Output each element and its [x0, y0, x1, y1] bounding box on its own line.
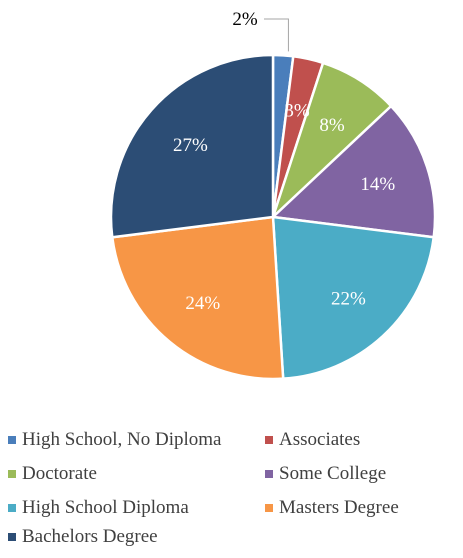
- legend-label: Associates: [279, 429, 361, 450]
- legend-item-high-school-diploma: High School Diploma: [8, 497, 189, 519]
- leader-lines: [264, 18, 289, 52]
- data-label-doctorate: 8%: [319, 115, 345, 136]
- legend-item-some-college: Some College: [265, 463, 386, 485]
- legend-swatch: [265, 436, 273, 444]
- legend-swatch: [8, 470, 16, 478]
- pie-slice-some-college: [271, 104, 437, 239]
- data-labels: 2% 3% 8% 14% 22% 24% 27%: [173, 9, 395, 314]
- pie-slice-masters-degree: [111, 215, 285, 381]
- pie-slices: [109, 53, 437, 381]
- data-label-associates: 3%: [284, 101, 310, 122]
- legend-label: Masters Degree: [279, 497, 399, 518]
- legend-swatch: [265, 504, 273, 512]
- pie-slice-high-school-diploma: [271, 215, 435, 380]
- legend-label: High School, No Diploma: [22, 429, 222, 450]
- legend-label: Some College: [279, 463, 387, 484]
- legend-swatch: [8, 504, 16, 512]
- legend-label: Bachelors Degree: [22, 526, 158, 547]
- data-label-some-college: 14%: [360, 174, 395, 195]
- legend-label: Doctorate: [22, 463, 97, 484]
- data-label-bachelors-degree: 27%: [173, 135, 208, 156]
- legend-item-associates: Associates: [265, 429, 360, 451]
- legend-item-doctorate: Doctorate: [8, 463, 97, 485]
- leader-line-high-school-no-diploma: [264, 18, 289, 52]
- data-label-high-school-diploma: 22%: [331, 288, 366, 309]
- legend-swatch: [8, 533, 16, 541]
- pie-slice-bachelors-degree: [109, 53, 275, 239]
- legend-item-bachelors-degree: Bachelors Degree: [8, 526, 158, 548]
- legend-swatch: [265, 470, 273, 478]
- data-label-high-school-no-diploma: 2%: [232, 9, 258, 30]
- legend-swatch: [8, 436, 16, 444]
- legend-item-masters-degree: Masters Degree: [265, 497, 399, 519]
- data-label-masters-degree: 24%: [185, 293, 220, 314]
- legend-item-high-school-no-diploma: High School, No Diploma: [8, 429, 222, 451]
- pie-chart: 2% 3% 8% 14% 22% 24% 27%: [109, 9, 437, 381]
- legend-label: High School Diploma: [22, 497, 189, 518]
